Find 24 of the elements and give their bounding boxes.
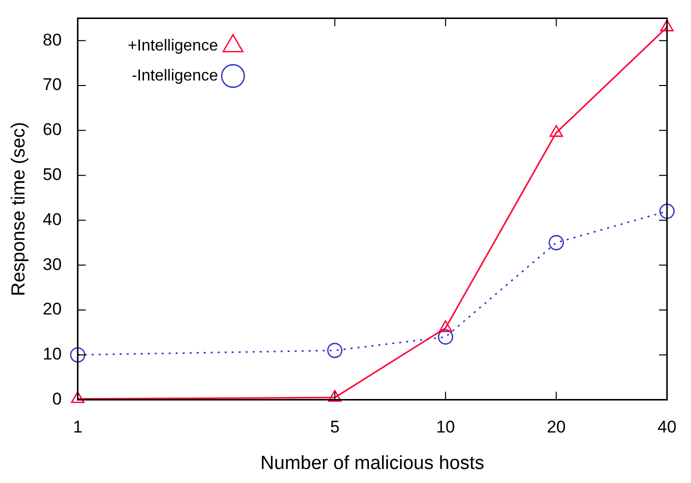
y-tick-label: 80 xyxy=(42,30,62,50)
y-tick-label: 0 xyxy=(52,389,62,408)
y-tick-label: 20 xyxy=(42,300,62,319)
y-tick-label: 30 xyxy=(42,254,62,274)
x-tick-label: 10 xyxy=(436,418,456,437)
point xyxy=(548,235,564,250)
legend-label: +Intelligence xyxy=(128,37,218,54)
point xyxy=(327,342,342,358)
point xyxy=(660,20,674,32)
y-tick-label: 10 xyxy=(42,344,62,364)
legend-label: -Intelligence xyxy=(132,67,218,84)
x-tick-label: 40 xyxy=(658,418,676,437)
x-tick-label: 5 xyxy=(330,418,340,437)
y-tick-label: 60 xyxy=(42,120,62,140)
point xyxy=(550,125,563,137)
point xyxy=(659,204,675,219)
y-axis-title: Response time (sec) xyxy=(8,122,30,296)
y-tick-label: 50 xyxy=(42,165,62,184)
x-tick-label: 20 xyxy=(546,418,566,437)
point xyxy=(438,329,454,345)
x-axis-title: Number of malicious hosts xyxy=(260,452,484,474)
y-tick-label: 70 xyxy=(42,75,62,94)
x-tick-label: 1 xyxy=(72,418,82,437)
y-tick-label: 40 xyxy=(42,210,62,229)
